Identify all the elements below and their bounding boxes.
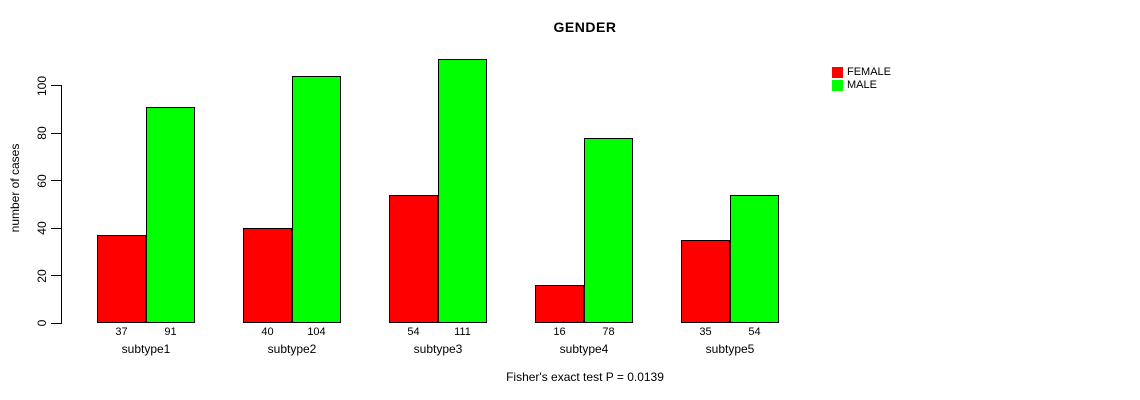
bar-value-label: 35 [699, 326, 712, 338]
y-axis-tick [51, 227, 61, 229]
bar-female-subtype3 [389, 195, 438, 323]
y-axis-line [61, 85, 62, 324]
y-tick-label: 100 [35, 75, 49, 96]
chart-title: GENDER [553, 19, 617, 35]
bar-value-label: 111 [454, 326, 471, 338]
bar-female-subtype5 [681, 240, 730, 323]
legend: FEMALE MALE [832, 66, 891, 92]
y-tick-label: 0 [35, 319, 49, 327]
bar-male-subtype2 [292, 76, 341, 323]
y-tick-label: 60 [35, 173, 49, 188]
bar-value-label: 16 [553, 326, 566, 338]
bar-male-subtype4 [584, 138, 633, 323]
bar-female-subtype4 [535, 285, 584, 323]
legend-label: FEMALE [847, 66, 892, 78]
category-label: subtype3 [413, 342, 463, 356]
bar-value-label: 91 [164, 326, 177, 338]
category-label: subtype1 [121, 342, 171, 356]
bar-value-label: 40 [261, 326, 274, 338]
bar-value-label: 54 [407, 326, 420, 338]
bar-female-subtype2 [243, 228, 292, 323]
bar-value-label: 37 [115, 326, 128, 338]
y-axis-tick [51, 180, 61, 181]
y-tick-label: 40 [35, 221, 49, 235]
fisher-test-annotation: Fisher's exact test P = 0.0139 [506, 370, 664, 384]
y-axis-tick [51, 132, 61, 134]
y-tick-label: 80 [35, 126, 49, 140]
bar-value-label: 78 [602, 326, 615, 338]
y-axis-tick [51, 322, 61, 324]
bar-male-subtype3 [438, 59, 487, 323]
category-label: subtype4 [559, 342, 609, 356]
bar-male-subtype1 [146, 107, 195, 323]
legend-swatch-female [832, 66, 843, 78]
category-label: subtype2 [267, 342, 317, 356]
legend-swatch-male [832, 79, 843, 91]
y-axis-label: number of cases [8, 143, 22, 233]
bar-male-subtype5 [730, 195, 779, 323]
y-tick-label: 20 [35, 268, 49, 283]
bar-value-label: 104 [307, 326, 326, 338]
y-axis-tick [51, 85, 61, 86]
legend-label: MALE [847, 79, 877, 91]
bar-female-subtype1 [97, 235, 146, 323]
y-axis-tick [51, 275, 61, 276]
legend-item: FEMALE [832, 66, 891, 78]
bar-value-label: 54 [748, 326, 761, 338]
legend-item: MALE [832, 79, 891, 91]
category-label: subtype5 [705, 342, 755, 356]
